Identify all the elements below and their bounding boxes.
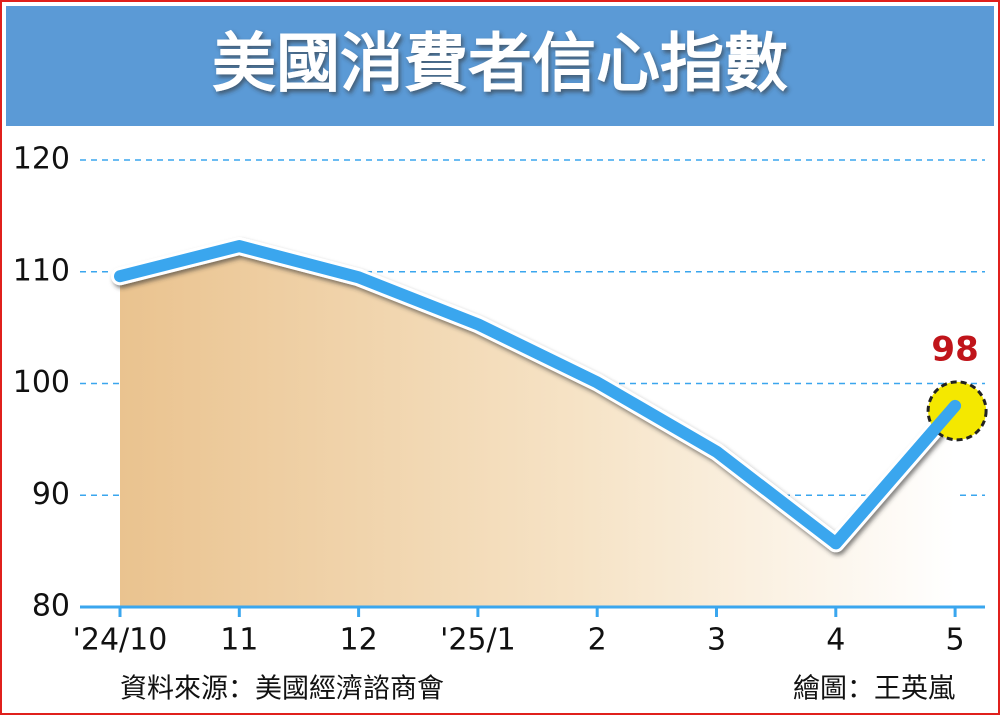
y-tick-label: 80 [32,589,70,624]
line-end [829,399,962,550]
x-tick-label: 5 [946,623,965,658]
y-tick-label: 90 [32,477,70,512]
x-tick-label: 12 [340,623,378,658]
x-tick-label: 3 [707,623,726,658]
x-tick-label: '25/1 [440,623,516,658]
y-tick-label: 120 [13,142,70,177]
credit-note: 繪圖：王英嵐 [793,674,955,705]
source-note: 資料來源：美國經濟諮商會 [120,674,444,705]
chart-title: 美國消費者信心指數 [212,28,788,102]
y-tick-label: 100 [13,365,70,400]
title-banner [6,6,994,126]
area [120,246,956,608]
data-label: 98 [931,329,978,369]
y-tick-label: 110 [13,253,70,288]
plot-area: 80 90 100 110 120 '24/10 11 12 '25/1 2 3 4 5 98 [13,142,988,658]
x-tick-label: 4 [826,623,845,658]
x-tick-label: 2 [588,623,607,658]
x-tick-label: '24/10 [73,623,168,658]
line [114,240,962,550]
x-tick-label: 11 [220,623,258,658]
